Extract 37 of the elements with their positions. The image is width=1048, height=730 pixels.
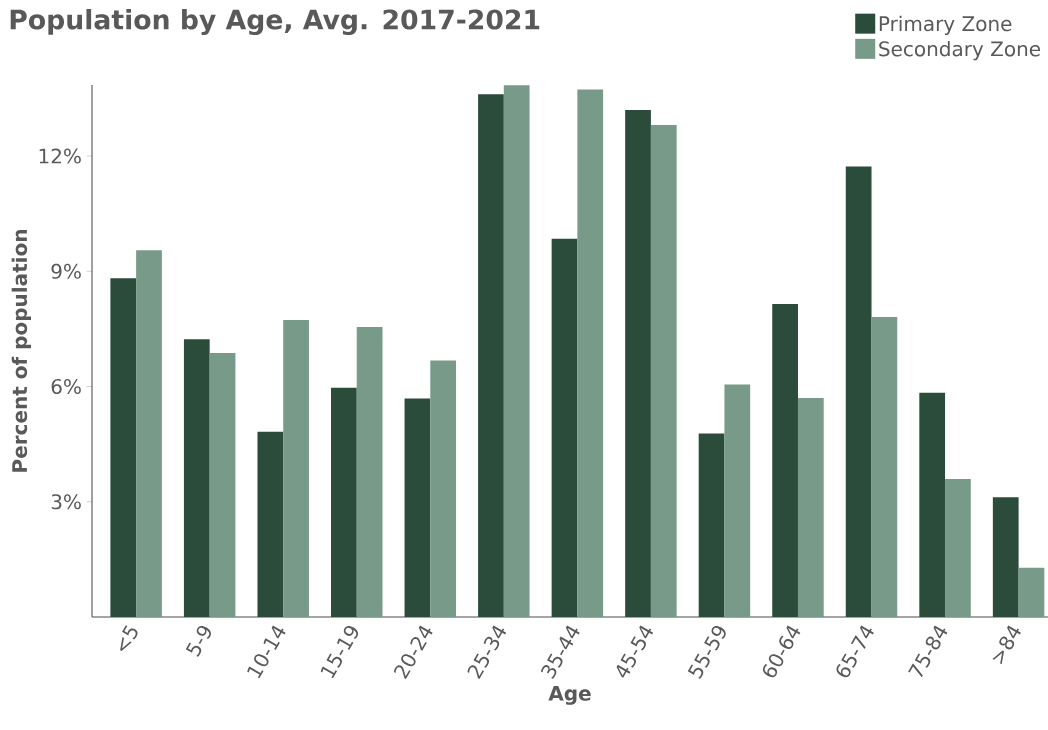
bar (551, 238, 578, 617)
bar (136, 250, 162, 617)
bar (503, 85, 530, 617)
bar (430, 360, 457, 617)
bar (845, 166, 872, 617)
x-axis-title: Age (548, 685, 591, 705)
y-axis-title: Percent of population (11, 230, 32, 472)
bar (404, 398, 431, 617)
bar (577, 89, 604, 617)
bar (724, 384, 751, 617)
bar (257, 431, 284, 617)
y-tick-label: 9% (51, 263, 81, 279)
bar (110, 278, 137, 617)
legend-label: Primary Zone (879, 15, 1012, 36)
bar (772, 303, 798, 617)
legend-label: Secondary Zone (879, 40, 1041, 61)
bar (919, 392, 946, 617)
bar (945, 479, 971, 617)
bar (183, 339, 210, 617)
x-tick-label: <5 (120, 625, 138, 651)
y-tick-label: 6% (51, 378, 81, 395)
bar (992, 497, 1019, 617)
bar (356, 326, 383, 617)
chart-title: Population by Age, Avg. 2017-2021 (10, 8, 540, 35)
y-tick-label: 12% (39, 148, 81, 164)
bar (650, 124, 677, 617)
bar (209, 353, 236, 617)
bar (625, 109, 651, 617)
bar (1018, 567, 1045, 617)
bar (283, 320, 309, 617)
y-tick-label: 3% (51, 494, 81, 510)
bar (871, 316, 898, 617)
bar (698, 433, 725, 617)
bar (797, 398, 824, 617)
x-tick-label: 5-9 (185, 625, 211, 657)
bar (478, 94, 504, 617)
bar (331, 387, 357, 617)
